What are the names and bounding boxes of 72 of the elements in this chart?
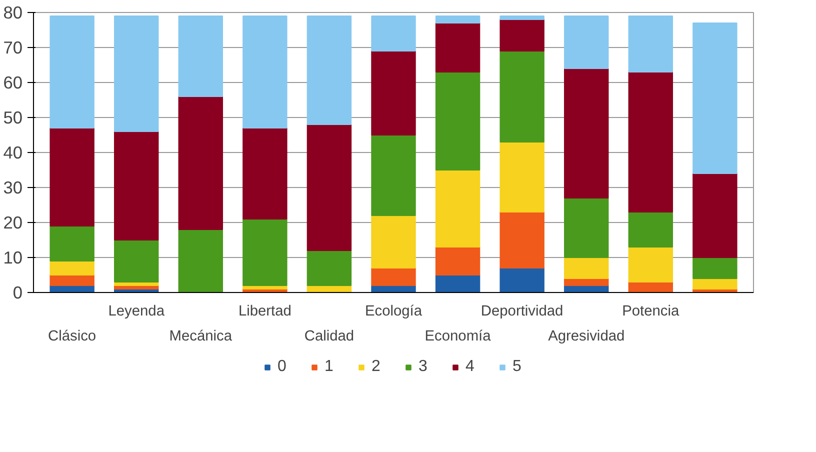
legend-label: 4: [466, 358, 476, 376]
y-tick-label: 70: [3, 38, 23, 58]
bar: [692, 278, 738, 290]
bar: [692, 173, 738, 258]
bar: [435, 22, 480, 72]
y-tick-label: 60: [3, 72, 23, 92]
bar: [435, 246, 480, 276]
bar: [435, 72, 480, 170]
bar: [306, 250, 352, 286]
bar: [306, 16, 352, 125]
bar: [435, 274, 480, 292]
bar: [114, 131, 159, 240]
bar: [564, 198, 609, 258]
bar: [564, 257, 609, 279]
bar: [435, 170, 480, 248]
x-tick-label: Agresividad: [548, 328, 625, 344]
legend-label: 1: [324, 358, 334, 376]
legend-label: 3: [418, 358, 428, 376]
x-tick-label: Clásico: [48, 328, 96, 344]
x-tick-label: Economía: [424, 328, 492, 344]
y-tick-label: 20: [3, 212, 23, 232]
bar: [178, 229, 223, 292]
bar: [371, 268, 416, 286]
bar: [371, 134, 416, 216]
bar: [500, 50, 544, 142]
bar: [500, 142, 544, 212]
bar: [564, 68, 609, 198]
bar: [435, 16, 480, 24]
bar: [692, 22, 738, 174]
bar: [628, 282, 673, 292]
x-tick-label: Ecología: [364, 304, 423, 320]
bar: [50, 16, 94, 128]
y-tick-label: 0: [12, 282, 23, 302]
bar: [500, 212, 544, 268]
legend-label: 2: [372, 358, 382, 376]
bar: [114, 240, 159, 282]
bar: [628, 16, 673, 72]
x-tick-label: Potencia: [622, 304, 680, 320]
x-tick-label: Deportividad: [480, 304, 564, 320]
bar: [500, 19, 544, 52]
y-tick-label: 80: [3, 2, 23, 22]
x-tick-label: Calidad: [304, 328, 354, 344]
y-tick-label: 10: [3, 248, 23, 268]
bar: [628, 72, 673, 212]
bar: [242, 16, 288, 128]
bar: [371, 16, 416, 52]
bar: [371, 50, 416, 136]
bar: [178, 96, 223, 230]
bar: [50, 128, 94, 226]
bar: [628, 246, 673, 282]
bar: [371, 215, 416, 268]
bar: [114, 16, 159, 132]
bar: [692, 257, 738, 279]
bar: [306, 124, 352, 251]
bar: [50, 274, 94, 286]
bar: [50, 260, 94, 276]
bar: [242, 128, 288, 220]
bar: [564, 16, 609, 69]
x-tick-label: Leyenda: [108, 304, 166, 320]
bar: [500, 16, 544, 20]
y-tick-label: 30: [3, 178, 23, 198]
x-tick-label: Libertad: [238, 304, 292, 320]
legend-label: 0: [278, 358, 288, 376]
legend-label: 5: [512, 358, 522, 376]
y-tick-label: 40: [3, 142, 23, 162]
y-tick-label: 50: [3, 108, 23, 128]
bar: [242, 218, 288, 286]
bar: [178, 16, 223, 97]
bar: [500, 268, 544, 292]
bar: [50, 226, 94, 262]
x-tick-label: Mecánica: [169, 328, 233, 344]
bar: [628, 212, 673, 248]
